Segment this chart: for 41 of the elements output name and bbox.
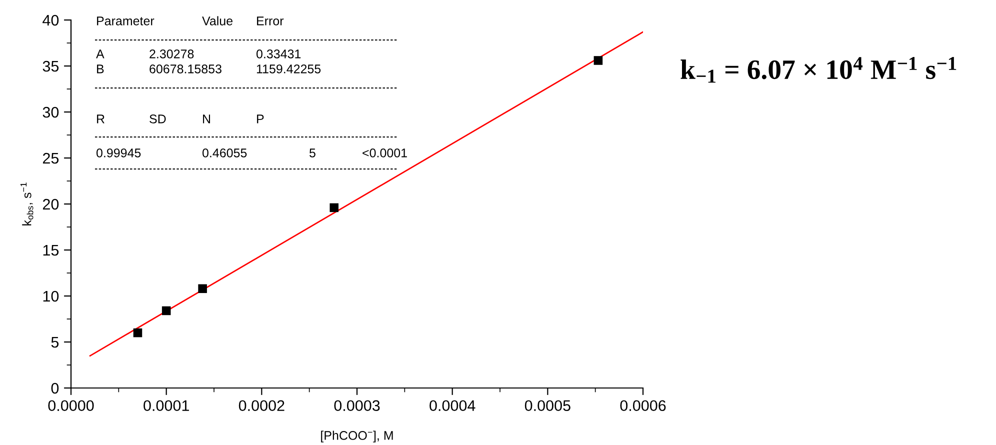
annotation: 2.30278 — [150, 50, 194, 58]
x-tick-label: 0.0001 — [144, 400, 189, 412]
annotation: N — [203, 114, 210, 124]
point — [198, 284, 207, 294]
annotation: R — [97, 114, 104, 124]
annotation: 0.99945 — [96, 148, 141, 158]
annotation: <0.0001 — [362, 148, 407, 158]
point — [594, 56, 603, 65]
annotation: B — [97, 64, 104, 74]
y-axis-title: k$_{obs}$, s$^{−1}$ — [20, 182, 34, 226]
x-tick-label: 0.0002 — [238, 400, 284, 412]
x-tick-label: 0.0000 — [48, 400, 94, 412]
y-tick-label: 20 — [42, 198, 59, 210]
y-tick-label: 30 — [42, 106, 59, 118]
x-axis-title: [PhCOO$^{−}$], M — [321, 430, 393, 442]
x-tick-label: 0.0006 — [620, 400, 666, 412]
y-tick-label: 0 — [51, 382, 59, 394]
y-tick-label: 15 — [43, 245, 59, 256]
annotation: 0.33431 — [256, 50, 301, 58]
annotation: 60678.15853 — [150, 64, 222, 74]
x-tick-label: 0.0005 — [524, 400, 570, 412]
annotation: 0.46055 — [202, 148, 247, 158]
annotation: A — [96, 50, 104, 58]
x-tick-label: 0.0003 — [334, 400, 380, 412]
annotation: Value — [202, 16, 232, 26]
text: k$_{−1}$ = 6.07 × 10$^{4}$ M$^{−1}$ s$^{−1}$ — [680, 57, 956, 83]
annotation: Error — [257, 16, 284, 26]
annotation: 1159.42255 — [256, 64, 321, 74]
point — [330, 203, 339, 212]
annotation: Parameter — [97, 16, 154, 26]
y-tick-label: 35 — [42, 60, 59, 72]
x-tick-label: 0.0004 — [430, 400, 476, 412]
annotation: P — [257, 114, 264, 124]
y-tick-label: 10 — [43, 290, 59, 302]
y-tick-label: 40 — [42, 14, 59, 26]
y-tick-label: 25 — [42, 152, 59, 164]
point — [162, 306, 171, 316]
point — [133, 328, 142, 338]
y-tick-label: 5 — [51, 337, 59, 348]
annotation: 5 — [310, 148, 316, 158]
annotation: SD — [150, 114, 166, 124]
